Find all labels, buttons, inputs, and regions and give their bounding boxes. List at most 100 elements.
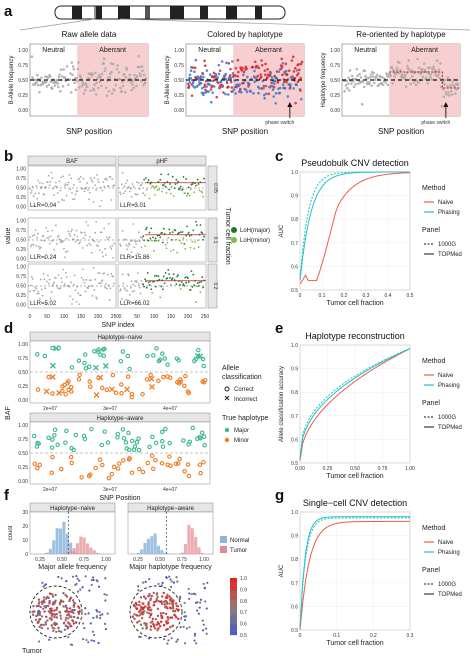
snp-point (107, 284, 110, 287)
hist-bar-normal (140, 549, 144, 554)
cell-point (58, 602, 62, 606)
snp-point (155, 274, 158, 277)
snp-point (281, 73, 284, 77)
snp-point (148, 231, 151, 234)
snp-point (73, 198, 76, 200)
y-axis-label: Haplotype frequency (321, 52, 327, 107)
snp-point (81, 268, 84, 271)
snp-point (83, 281, 86, 284)
snp-point (237, 70, 240, 74)
snp-point (57, 274, 60, 276)
snp-point (45, 85, 49, 88)
cell-point (145, 626, 149, 629)
snp-point (135, 84, 138, 88)
snp-point (58, 180, 61, 183)
snp-point (133, 73, 136, 77)
snp-point (137, 231, 140, 234)
cell-point (135, 614, 138, 617)
snp-point (129, 240, 132, 243)
snp-point (218, 69, 222, 72)
snp-point (101, 251, 104, 254)
cell-point (140, 616, 144, 620)
legend-swatch (224, 395, 230, 401)
cell-point (153, 601, 156, 604)
cell-point (138, 603, 141, 607)
snp-point (80, 84, 84, 88)
snp-point (115, 49, 118, 53)
snp-point (47, 83, 51, 87)
snp-point (110, 92, 114, 95)
cell-point (68, 622, 71, 626)
snp-point (62, 268, 64, 271)
cell-point (170, 616, 174, 619)
cell-point (71, 619, 75, 623)
cell-point (149, 621, 152, 624)
snp-point (409, 82, 413, 86)
snp-point (140, 65, 144, 68)
snp-point (44, 80, 48, 84)
snp-point (53, 194, 56, 197)
snp-point (83, 231, 86, 234)
y-tick-label: 0.5 (291, 628, 298, 634)
snp-point (35, 80, 39, 84)
y-tick-label: 0.00 (16, 303, 26, 309)
snp-point (55, 78, 59, 82)
snp-point (187, 231, 190, 234)
snp-point (143, 178, 146, 181)
snp-point (153, 193, 156, 196)
snp-point (95, 296, 98, 299)
facet-strip (117, 155, 207, 166)
snp-point (119, 289, 121, 292)
snp-point (359, 76, 363, 79)
snp-point (300, 97, 303, 101)
snp-point (213, 85, 216, 88)
snp-point (34, 78, 38, 82)
cell-point (194, 593, 197, 596)
snp-point (297, 72, 300, 75)
snp-point (292, 87, 295, 90)
cell-point (44, 623, 48, 626)
correct-point (121, 436, 127, 441)
snp-point (70, 177, 73, 180)
snp-point (104, 247, 106, 250)
snp-point (422, 70, 425, 74)
panel-label-e: e (275, 320, 283, 337)
snp-point (67, 83, 70, 86)
cell-point (67, 617, 70, 620)
snp-point (404, 85, 408, 88)
snp-point (170, 283, 172, 286)
snp-point (403, 76, 407, 80)
snp-point (104, 286, 106, 289)
chart-title: Single−cell CNV detection (303, 498, 407, 508)
cell-point (156, 629, 159, 632)
snp-point (280, 65, 284, 68)
snp-point (128, 185, 130, 188)
snp-point (197, 246, 200, 249)
correct-point (35, 387, 41, 392)
snp-point (118, 77, 121, 81)
snp-point (220, 60, 224, 63)
hist-bar-normal (59, 528, 63, 554)
snp-point (290, 59, 294, 62)
snp-point (92, 89, 96, 92)
snp-point (363, 69, 367, 73)
snp-point (245, 67, 248, 70)
colorbar-segment (230, 633, 237, 636)
snp-point (355, 67, 359, 71)
x-axis-label: SNP position (378, 127, 424, 136)
cell-point (185, 627, 188, 630)
snp-point (68, 232, 71, 235)
snp-point (94, 231, 97, 234)
snp-point (94, 71, 97, 75)
colorbar-segment (230, 606, 237, 609)
correct-point (154, 440, 159, 446)
colorbar-segment (230, 608, 237, 611)
cell-point (55, 606, 59, 610)
snp-point (439, 85, 443, 89)
x-tick-label: 250 (111, 314, 120, 320)
snp-point (295, 69, 299, 72)
snp-point (381, 76, 384, 79)
snp-point (45, 226, 47, 229)
snp-point (379, 75, 382, 79)
